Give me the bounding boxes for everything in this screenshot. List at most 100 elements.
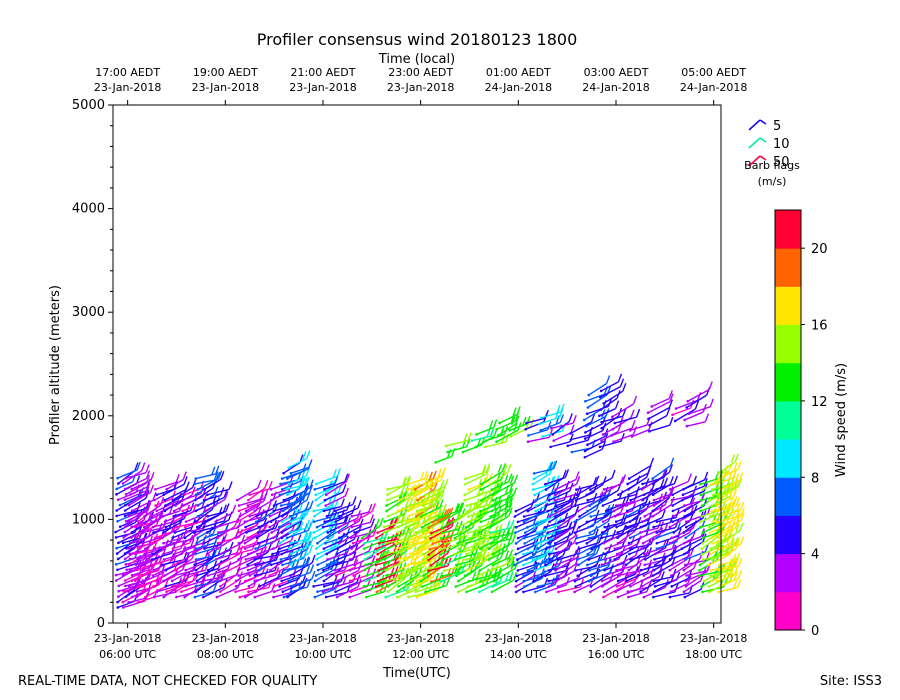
barb-point: [598, 445, 602, 449]
barb-point: [413, 563, 416, 567]
barb-point: [258, 585, 261, 588]
barb-flag: [306, 540, 312, 550]
barb-point: [617, 493, 620, 497]
wind-barb: [424, 486, 446, 496]
y-tick-label: 1000: [72, 512, 105, 527]
barb-point: [681, 498, 684, 502]
x-top-tick-time: 05:00 AEDT: [681, 66, 746, 79]
barb-point: [444, 444, 448, 448]
barb-point: [588, 590, 592, 594]
barb-point: [556, 558, 560, 561]
wind-barb: [524, 577, 543, 588]
barb-flag: [631, 502, 636, 512]
barb-flag: [302, 451, 307, 460]
wind-barb: [238, 502, 260, 512]
barb-flag: [595, 558, 600, 567]
wind-barb: [491, 501, 510, 512]
barb-point: [586, 552, 589, 556]
barb-flag: [649, 457, 655, 467]
barb-point: [405, 520, 409, 523]
barb-flag: [306, 557, 311, 566]
wind-barb: [142, 527, 164, 534]
barb-point: [173, 568, 177, 572]
barb-point: [206, 558, 210, 561]
barb-point: [614, 520, 618, 523]
barb-point: [314, 493, 317, 497]
barb-point: [282, 471, 285, 475]
barb-point: [322, 585, 326, 588]
wind-barb: [649, 424, 670, 433]
barb-point: [269, 488, 273, 491]
barb-flag: [303, 531, 308, 541]
barb-point: [640, 488, 644, 491]
barb-flag: [732, 553, 737, 563]
barb-point: [484, 439, 488, 442]
barb-point: [576, 509, 580, 513]
wind-barb: [489, 471, 509, 485]
barb-point: [405, 558, 408, 561]
wind-barb: [314, 588, 336, 598]
barb-flag: [344, 516, 349, 525]
barb-point: [121, 541, 125, 545]
barb-point: [272, 595, 275, 599]
barb-point: [124, 584, 127, 588]
barb-point: [545, 590, 548, 594]
barb-point: [172, 541, 175, 545]
barb-flag: [617, 373, 623, 383]
colorbar-segment: [775, 362, 801, 402]
barb-point: [544, 563, 548, 567]
wind-barb: [338, 526, 361, 539]
barb-flag: [449, 517, 455, 526]
barb-point: [475, 433, 478, 436]
barb-point: [136, 600, 140, 604]
barb-point: [616, 563, 619, 567]
barb-point: [323, 498, 327, 502]
barb-point: [716, 574, 719, 578]
wind-barb: [576, 533, 595, 539]
barb-point: [349, 536, 353, 540]
wind-barb: [129, 548, 149, 555]
wind-barb: [269, 516, 287, 528]
wind-barb: [686, 569, 708, 577]
wind-barb: [235, 548, 253, 555]
wind-barb: [652, 504, 672, 517]
barb-point: [466, 531, 470, 534]
barb-point: [236, 568, 240, 572]
barb-flag: [722, 504, 728, 513]
barb-point: [246, 504, 250, 507]
barb-flag: [443, 558, 448, 568]
barb-point: [453, 558, 457, 561]
barb-flag: [632, 426, 638, 435]
x-top-tick-date: 23-Jan-2018: [192, 81, 260, 94]
wind-barb: [601, 489, 619, 501]
barb-point: [280, 520, 284, 523]
barb-point: [126, 520, 130, 523]
barb-point: [204, 563, 208, 567]
barb-point: [217, 563, 221, 567]
barb-point: [583, 437, 587, 440]
barb-flag: [225, 503, 230, 512]
wind-barb: [527, 436, 550, 443]
barb-flag: [690, 497, 696, 506]
wind-barb: [591, 537, 613, 550]
barb-flag: [510, 525, 516, 534]
barb-flag: [607, 513, 613, 522]
wind-barb: [161, 559, 185, 566]
barb-point: [708, 531, 712, 534]
barb-point: [489, 525, 492, 529]
barb-flag: [438, 504, 443, 514]
wind-barb: [719, 530, 741, 545]
barb-flag: [379, 517, 384, 527]
x-top-tick-date: 24-Jan-2018: [485, 81, 553, 94]
wind-barb: [558, 513, 576, 523]
barb-point: [474, 445, 478, 449]
barb-point: [421, 558, 425, 561]
wind-barb: [247, 497, 265, 507]
barb-point: [576, 574, 579, 578]
barb-point: [253, 509, 256, 513]
wind-barb: [281, 546, 302, 555]
barb-point: [234, 579, 238, 583]
barb-flag: [332, 469, 337, 478]
wind-barb: [716, 496, 734, 507]
wind-barb: [656, 483, 675, 491]
